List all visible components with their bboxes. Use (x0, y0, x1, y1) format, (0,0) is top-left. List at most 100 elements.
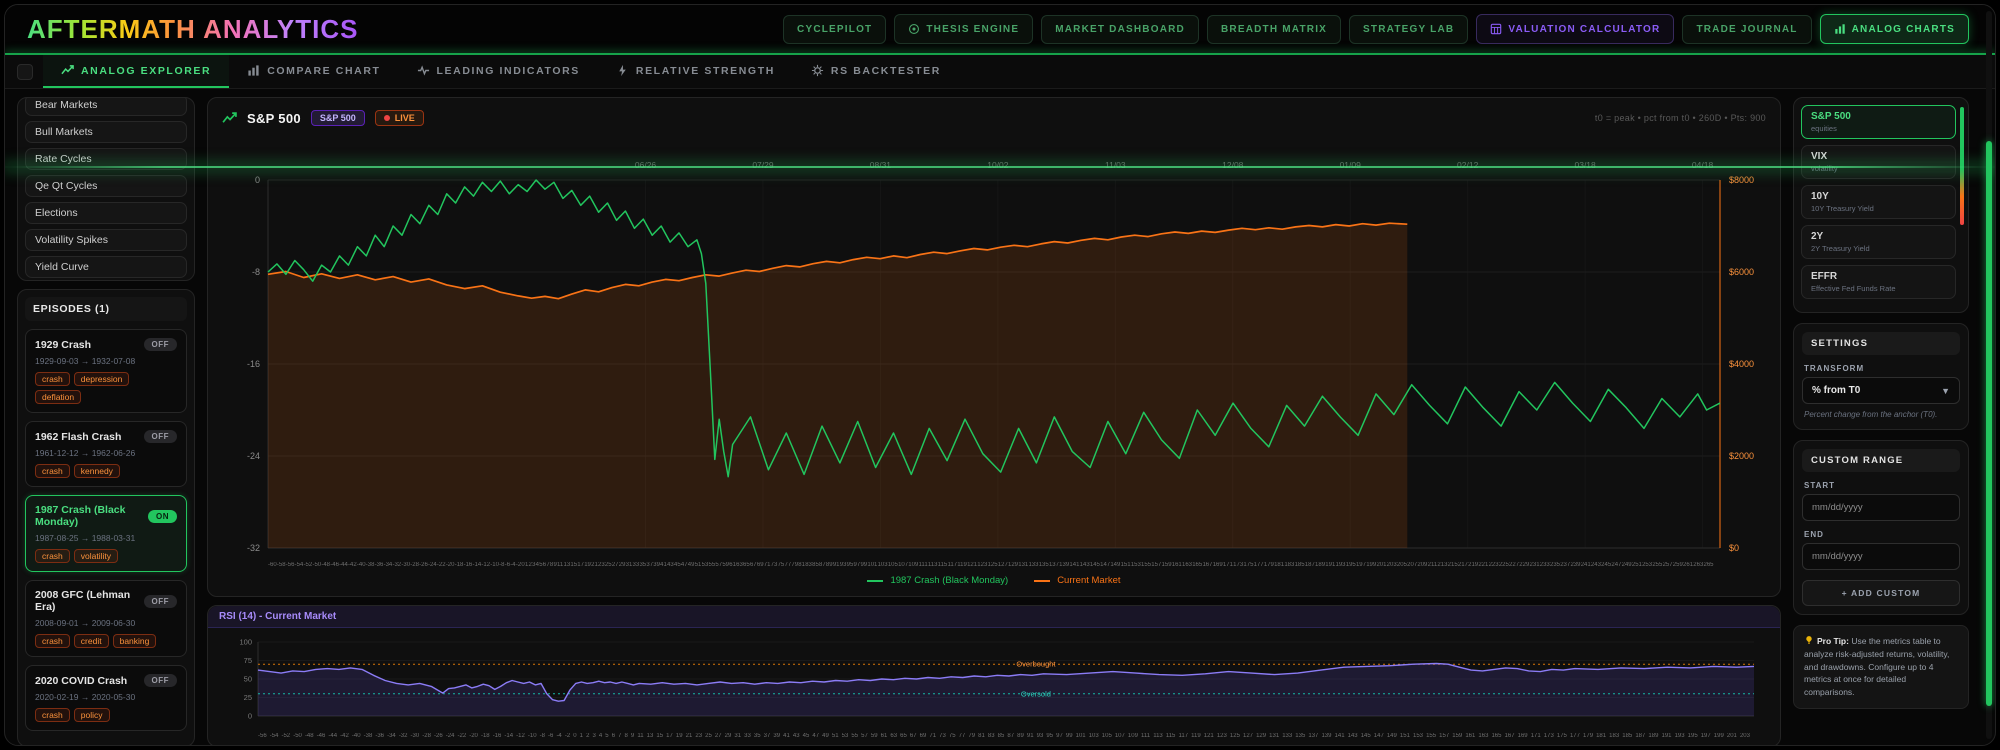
x-tick: 53 (701, 562, 709, 568)
x-tick: -22 (457, 733, 467, 739)
x-tick: -46 (316, 733, 326, 739)
category-item[interactable]: Qe Qt Cycles (25, 175, 187, 197)
x-tick: 117 (947, 562, 958, 568)
episode-card[interactable]: 1962 Flash Crash OFF 1961-12-12 → 1962-0… (25, 421, 187, 487)
episode-toggle[interactable]: OFF (143, 674, 177, 687)
x-tick: -18 (480, 733, 490, 739)
nav-button-strategy-lab[interactable]: STRATEGY LAB (1349, 14, 1469, 44)
pro-tip-panel: Pro Tip: Use the metrics table to analyz… (1793, 625, 1969, 709)
category-item[interactable]: Yield Curve (25, 256, 187, 278)
ticker-scrollbar[interactable] (1960, 107, 1964, 225)
app-title: AFTERMATH ANALYTICS (27, 13, 359, 44)
x-tick: 251 (1631, 562, 1642, 568)
x-tick: 99 (1065, 733, 1073, 739)
episode-card[interactable]: 1987 Crash (Black Monday) ON 1987-08-25 … (25, 495, 187, 572)
sidebar-toggle-button[interactable] (17, 64, 33, 80)
category-item[interactable]: Bull Markets (25, 121, 187, 143)
x-tick: -44 (339, 562, 348, 568)
x-tick: 91 (1026, 733, 1034, 739)
ticker-card-2y[interactable]: 2Y 2Y Treasury Yield (1801, 225, 1956, 259)
x-tick: 71 (763, 562, 771, 568)
nav-button-thesis-engine[interactable]: THESIS ENGINE (894, 14, 1034, 44)
ticker-card-effr[interactable]: EFFR Effective Fed Funds Rate (1801, 265, 1956, 299)
x-tick: 61 (729, 562, 736, 568)
episode-toggle[interactable]: ON (148, 509, 177, 523)
x-tick: 253 (1642, 562, 1653, 568)
x-tick: 51 (831, 733, 839, 739)
episode-toggle[interactable]: OFF (143, 338, 177, 351)
x-tick: 69 (919, 733, 927, 739)
tab-rs-backtester[interactable]: RS BACKTESTER (793, 55, 959, 88)
end-date-input[interactable] (1802, 543, 1960, 570)
x-tick: 23 (598, 562, 605, 568)
x-tick: 73 (770, 562, 778, 568)
x-tick: 113 (927, 562, 938, 568)
x-tick: 59 (722, 562, 730, 568)
episode-tag: crash (35, 464, 70, 478)
transform-select[interactable]: % from T0 ▼ (1802, 377, 1960, 404)
category-item[interactable]: Elections (25, 202, 187, 224)
x-tick: 43 (667, 562, 674, 568)
x-tick: 0 (521, 562, 525, 568)
nav-button-market-dashboard[interactable]: MARKET DASHBOARD (1041, 14, 1199, 44)
x-tick: 3 (592, 733, 596, 739)
ticker-card-10y[interactable]: 10Y 10Y Treasury Yield (1801, 185, 1956, 219)
tab-compare-chart[interactable]: COMPARE CHART (229, 55, 398, 88)
x-tick: 33 (632, 562, 640, 568)
page-scrollbar-thumb[interactable] (1986, 141, 1992, 706)
x-tick: -48 (304, 733, 314, 739)
nav-button-trade-journal[interactable]: TRADE JOURNAL (1682, 14, 1812, 44)
nav-button-cyclepilot[interactable]: CYCLEPILOT (783, 14, 887, 44)
legend-item[interactable]: 1987 Crash (Black Monday) (867, 575, 1008, 586)
svg-text:-32: -32 (247, 543, 260, 553)
episode-card[interactable]: 2008 GFC (Lehman Era) OFF 2008-09-01 → 2… (25, 580, 187, 657)
page-scrollbar[interactable] (1986, 11, 1992, 739)
date-label: 03/18 (1574, 160, 1596, 170)
start-date-input[interactable] (1802, 494, 1960, 521)
x-tick: 131 (1269, 733, 1280, 739)
add-custom-button[interactable]: + ADD CUSTOM (1802, 580, 1960, 606)
category-item[interactable]: Volatility Spikes (25, 229, 187, 251)
main-column: S&P 500 S&P 500 LIVE t0 = peak • pct fro… (207, 97, 1781, 745)
date-label: 11/03 (1105, 160, 1126, 170)
x-tick: 257 (1662, 562, 1673, 568)
ticker-card-vix[interactable]: VIX volatility (1801, 145, 1956, 179)
x-tick: 105 (887, 562, 898, 568)
x-tick: 167 (1202, 562, 1213, 568)
nav-button-analog-charts[interactable]: ANALOG CHARTS (1819, 14, 1969, 44)
legend-item[interactable]: Current Market (1034, 575, 1121, 586)
episode-tag: kennedy (73, 464, 120, 478)
x-tick: -42 (340, 733, 349, 739)
episode-toggle[interactable]: OFF (143, 594, 177, 608)
x-tick: -60 (268, 562, 277, 568)
x-tick: 121 (967, 562, 978, 568)
x-tick: 73 (939, 733, 946, 739)
category-item[interactable]: Rate Cycles (25, 148, 187, 170)
x-tick: 43 (792, 733, 800, 739)
x-tick: 107 (1114, 733, 1125, 739)
episode-card[interactable]: 1929 Crash OFF 1929-09-03 → 1932-07-08 c… (25, 329, 187, 413)
ticker-card-sp500[interactable]: S&P 500 equities (1801, 105, 1956, 139)
x-tick: 155 (1426, 733, 1437, 739)
x-tick: 8 (624, 733, 628, 739)
rsi-card: RSI (14) - Current Market 100 75 50 25 0 Over… (207, 605, 1781, 745)
x-tick: 247 (1611, 562, 1622, 568)
episode-card[interactable]: 2020 COVID Crash OFF 2020-02-19 → 2020-0… (25, 665, 187, 731)
tab-leading-indicators[interactable]: LEADING INDICATORS (399, 55, 598, 88)
x-tick: 39 (653, 562, 660, 568)
tab-analog-explorer[interactable]: ANALOG EXPLORER (43, 55, 230, 88)
nav-button-valuation-calculator[interactable]: VALUATION CALCULATOR (1476, 14, 1675, 44)
legend-line-icon (1034, 579, 1051, 582)
tab-relative-strength[interactable]: RELATIVE STRENGTH (598, 55, 793, 88)
chevron-down-icon: ▼ (1941, 385, 1950, 396)
category-item[interactable]: Bear Markets (25, 98, 187, 116)
x-tick: 63 (890, 733, 898, 739)
date-label: 02/12 (1457, 160, 1479, 170)
date-label: 04/18 (1692, 160, 1714, 170)
analog-chart-card: S&P 500 S&P 500 LIVE t0 = peak • pct fro… (207, 97, 1781, 597)
nav-button-breadth-matrix[interactable]: BREADTH MATRIX (1206, 14, 1342, 44)
episode-toggle[interactable]: OFF (143, 430, 177, 443)
category-panel: Bear Markets Bull Markets Rate Cycles Qe Qt… (17, 97, 195, 281)
x-tick: -6 (548, 733, 554, 739)
x-tick: 6 (542, 562, 547, 568)
